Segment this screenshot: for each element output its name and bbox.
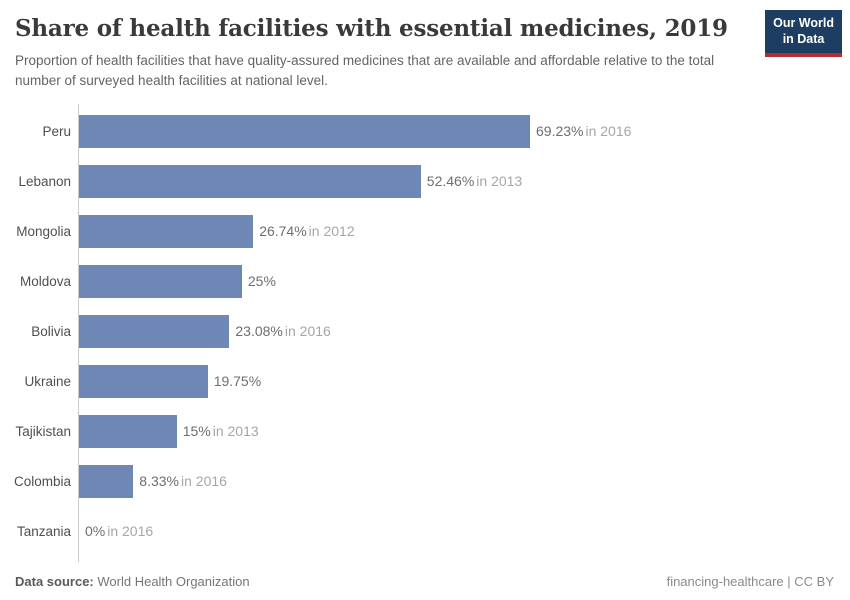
bar-cell: 23.08% in 2016 [79, 306, 850, 356]
bar-chart: Peru 69.23% in 2016 Lebanon 52.46% in 2013… [0, 104, 850, 563]
bar[interactable] [79, 114, 530, 148]
value-percent: 25% [247, 273, 276, 290]
value-label: 15% in 2013 [183, 423, 259, 439]
data-source-value: World Health Organization [97, 574, 250, 589]
value-year: in 2013 [476, 173, 523, 190]
value-percent: 19.75% [213, 373, 262, 390]
value-label: 25% [248, 273, 278, 289]
bar-row: Colombia 8.33% in 2016 [0, 456, 850, 506]
bar-cell: 52.46% in 2013 [79, 156, 850, 206]
chart-footer: Data source: World Health Organization f… [15, 574, 834, 589]
bar[interactable] [79, 464, 134, 498]
bar[interactable] [79, 214, 254, 248]
bar-row: Peru 69.23% in 2016 [0, 106, 850, 156]
bar-row: Lebanon 52.46% in 2013 [0, 156, 850, 206]
bar-row: Tajikistan 15% in 2013 [0, 406, 850, 456]
bar-row: Tanzania 0% in 2016 [0, 506, 850, 556]
bar-cell: 19.75% [79, 356, 850, 406]
country-label: Lebanon [18, 173, 71, 189]
value-label: 23.08% in 2016 [235, 323, 330, 339]
value-label: 52.46% in 2013 [427, 173, 522, 189]
bar-cell: 25% [79, 256, 850, 306]
value-year: in 2016 [585, 123, 632, 140]
value-percent: 0% [85, 523, 106, 540]
bar[interactable] [79, 364, 208, 398]
value-percent: 52.46% [426, 173, 475, 190]
value-percent: 23.08% [235, 323, 283, 340]
value-percent: 69.23% [536, 123, 584, 140]
chart-subtitle: Proportion of health facilities that hav… [15, 53, 715, 88]
credit-link[interactable]: financing-healthcare | CC BY [666, 574, 834, 589]
country-label: Peru [42, 123, 71, 139]
value-label: 0% in 2016 [85, 523, 153, 539]
value-year: in 2013 [212, 423, 259, 440]
country-label: Moldova [19, 273, 71, 289]
owid-logo[interactable]: Our World in Data [765, 10, 842, 57]
value-year: in 2016 [284, 323, 331, 340]
value-label: 8.33% in 2016 [139, 473, 227, 489]
value-label: 69.23% in 2016 [536, 123, 631, 139]
bar-cell: 8.33% in 2016 [79, 456, 850, 506]
data-source-label: Data source: [15, 574, 94, 589]
bar[interactable] [79, 164, 421, 198]
bar[interactable] [79, 264, 242, 298]
bar-row: Bolivia 23.08% in 2016 [0, 306, 850, 356]
country-label: Bolivia [31, 323, 71, 339]
bar[interactable] [79, 414, 177, 448]
value-year: in 2016 [107, 523, 154, 540]
value-label: 19.75% [214, 373, 263, 389]
data-source: Data source: World Health Organization [15, 574, 250, 589]
chart-title: Share of health facilities with essentia… [15, 15, 728, 42]
value-year: in 2016 [181, 473, 227, 490]
value-label: 26.74% in 2012 [259, 223, 354, 239]
country-label: Colombia [13, 473, 71, 489]
value-percent: 15% [182, 423, 211, 440]
bar-row: Moldova 25% [0, 256, 850, 306]
country-label: Tajikistan [15, 423, 71, 439]
y-axis-line [78, 104, 79, 563]
bar[interactable] [79, 314, 230, 348]
country-label: Mongolia [16, 223, 71, 239]
bar-row: Ukraine 19.75% [0, 356, 850, 406]
value-percent: 8.33% [139, 473, 179, 490]
bar-cell: 0% in 2016 [79, 506, 850, 556]
country-label: Ukraine [24, 373, 71, 389]
owid-logo-line2: in Data [782, 32, 825, 47]
value-percent: 26.74% [259, 223, 307, 240]
bar-cell: 26.74% in 2012 [79, 206, 850, 256]
bar-cell: 69.23% in 2016 [79, 106, 850, 156]
bar-row: Mongolia 26.74% in 2012 [0, 206, 850, 256]
chart-header: Share of health facilities with essentia… [0, 0, 850, 90]
value-year: in 2012 [308, 223, 355, 240]
country-label: Tanzania [16, 523, 71, 539]
bar-cell: 15% in 2013 [79, 406, 850, 456]
owid-logo-line1: Our World [773, 16, 834, 30]
